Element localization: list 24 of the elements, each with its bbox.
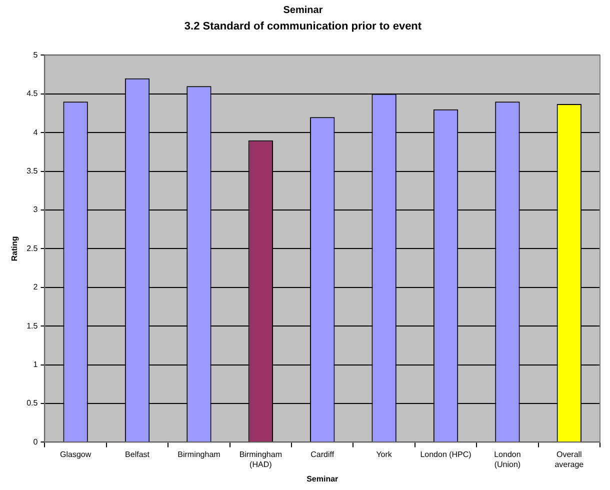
y-tick-label: 3.5 xyxy=(26,166,38,176)
y-tick-label: 1.5 xyxy=(26,321,38,330)
y-tick-label: 4 xyxy=(33,128,38,137)
x-tick-label: Birmingham (HAD) xyxy=(239,450,282,469)
y-tick-label: 2 xyxy=(33,282,38,292)
chart-subtitle: 3.2 Standard of communication prior to event xyxy=(184,20,422,33)
y-axis-title: Rating xyxy=(10,236,20,262)
y-tick-label: 1 xyxy=(33,360,38,370)
y-tick-label: 0 xyxy=(33,437,38,446)
x-axis-title: Seminar xyxy=(306,474,338,484)
x-tick-label: Cardiff xyxy=(310,450,335,460)
x-tick-label: Glasgow xyxy=(60,450,92,460)
x-tick-label: London (Union) xyxy=(494,450,521,469)
y-tick-label: 3 xyxy=(33,205,38,214)
x-tick-label: London (HPC) xyxy=(420,450,472,460)
y-tick-label: 4.5 xyxy=(26,89,38,98)
x-tick-label: York xyxy=(376,450,393,460)
y-tick-label: 0.5 xyxy=(26,398,38,408)
chart-title: Seminar xyxy=(283,4,323,16)
x-tick-label: Belfast xyxy=(125,450,150,460)
y-tick-label: 5 xyxy=(33,50,38,60)
x-tick-label: Birmingham xyxy=(178,450,221,460)
y-tick-label: 2.5 xyxy=(26,244,38,253)
x-tick-label: Overall average xyxy=(554,450,584,469)
